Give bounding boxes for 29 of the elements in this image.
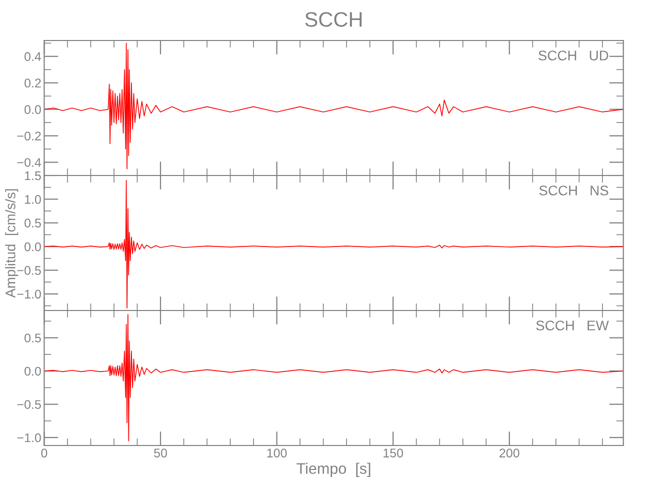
y-tick-label: −0.4 (17, 158, 42, 167)
y-tick-label: 0.0 (24, 242, 41, 252)
x-tick-label: 150 (384, 448, 404, 458)
y-tick-label: 1.0 (25, 194, 41, 204)
line-series (44, 314, 624, 442)
y-tick-label: 0.4 (24, 52, 42, 62)
x-tick-label: 50 (154, 448, 167, 458)
y-tick-label: −0.5 (17, 400, 41, 409)
y-tick-label: −0.5 (17, 266, 41, 275)
y-tick-label: 0.5 (24, 218, 41, 228)
y-tick-label: 0.2 (24, 78, 41, 88)
annotation: SCCH EW (536, 320, 609, 330)
line-series (44, 180, 624, 309)
y-tick-label: 0.0 (24, 366, 41, 376)
chart-title: SCCH (305, 12, 362, 27)
x-axis-title: Tiempo [s] (296, 462, 370, 477)
y-tick-label: 1.5 (25, 171, 41, 180)
x-tick-label: 200 (500, 448, 520, 458)
x-tick-label: 0 (41, 448, 48, 458)
x-tick-label: 100 (267, 448, 287, 458)
y-axis-title: Amplitud [cm/s/s] (5, 189, 18, 298)
y-tick-label: 0.0 (24, 105, 41, 114)
y-tick-label: −0.2 (17, 132, 41, 140)
annotation: SCCH NS (539, 186, 608, 196)
line-series (44, 42, 624, 170)
y-tick-label: −1.0 (17, 433, 41, 442)
annotation: SCCH UD (538, 50, 608, 60)
y-tick-label: −1.0 (17, 290, 41, 299)
y-tick-label: 0.5 (24, 334, 41, 342)
